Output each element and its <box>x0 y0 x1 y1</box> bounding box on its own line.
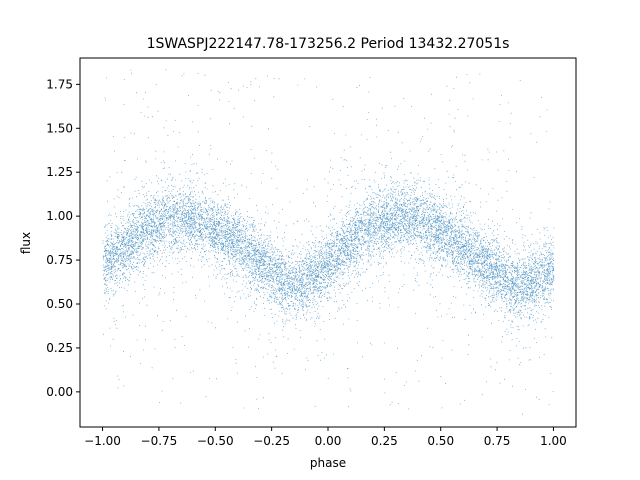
x-tick-label: 0.25 <box>371 434 398 448</box>
x-axis-label: phase <box>310 456 346 470</box>
plot-frame <box>79 57 577 428</box>
y-axis: 0.00 0.25 0.50 0.75 1.00 1.25 1.50 1.75 <box>46 77 80 399</box>
x-axis: −1.00 −0.75 −0.50 −0.25 0.00 0.25 0.50 0.75 1.00 <box>84 427 567 448</box>
y-axis-label: flux <box>19 232 33 254</box>
data-points <box>102 69 555 415</box>
x-tick-label: 0.00 <box>315 434 342 448</box>
y-tick-label: 0.75 <box>46 253 73 267</box>
x-tick-label: 0.75 <box>484 434 511 448</box>
y-tick-label: 1.50 <box>46 121 73 135</box>
x-tick-label: −0.75 <box>141 434 178 448</box>
x-tick-label: −0.50 <box>197 434 234 448</box>
x-tick-label: 0.50 <box>427 434 454 448</box>
x-tick-label: 1.00 <box>540 434 567 448</box>
scatter-points <box>102 69 555 415</box>
y-tick-label: 0.25 <box>46 341 73 355</box>
y-tick-label: 1.25 <box>46 165 73 179</box>
y-tick-label: 1.00 <box>46 209 73 223</box>
chart-title: 1SWASPJ222147.78-173256.2 Period 13432.2… <box>147 36 510 52</box>
y-tick-label: 1.75 <box>46 77 73 91</box>
y-tick-label: 0.00 <box>46 385 73 399</box>
y-tick-label: 0.50 <box>46 297 73 311</box>
x-tick-label: −1.00 <box>84 434 121 448</box>
x-tick-label: −0.25 <box>253 434 290 448</box>
